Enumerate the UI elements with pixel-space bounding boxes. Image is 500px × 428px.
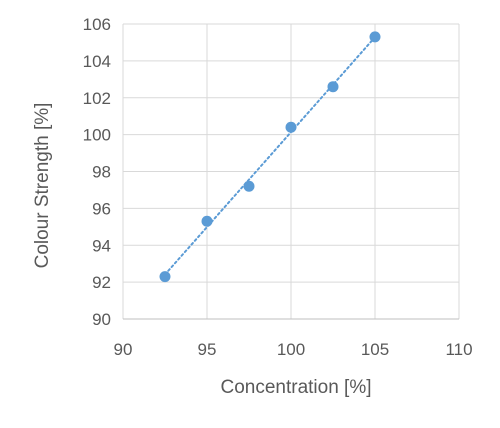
data-point — [159, 271, 171, 283]
y-tick-label: 92 — [92, 273, 111, 292]
y-tick-label: 100 — [83, 126, 111, 145]
x-tick-label: 110 — [445, 340, 472, 359]
data-point — [243, 180, 255, 192]
data-point — [369, 31, 381, 43]
grid-layer — [122, 23, 460, 320]
y-tick-label: 98 — [92, 163, 111, 182]
y-tick-label: 94 — [92, 236, 111, 255]
data-points — [159, 31, 381, 283]
data-point — [327, 81, 339, 93]
x-tick-label: 90 — [114, 340, 133, 359]
trendline — [164, 36, 376, 276]
y-tick-labels: 90 92 94 96 98 100 102 104 106 — [83, 15, 111, 329]
trendline-layer — [164, 36, 376, 276]
x-tick-labels: 90 95 100 105 110 — [114, 340, 473, 359]
y-tick-label: 102 — [83, 89, 111, 108]
data-point — [285, 121, 297, 133]
x-tick-label: 100 — [277, 340, 305, 359]
x-tick-label: 105 — [361, 340, 389, 359]
data-point — [201, 215, 213, 227]
x-tick-label: 95 — [198, 340, 217, 359]
y-tick-label: 106 — [83, 15, 111, 34]
y-tick-label: 90 — [92, 310, 111, 329]
x-axis-title: Concentration [%] — [220, 377, 371, 398]
y-tick-label: 104 — [83, 52, 111, 71]
y-tick-label: 96 — [92, 199, 111, 218]
y-axis-title: Colour Strength [%] — [32, 103, 53, 269]
